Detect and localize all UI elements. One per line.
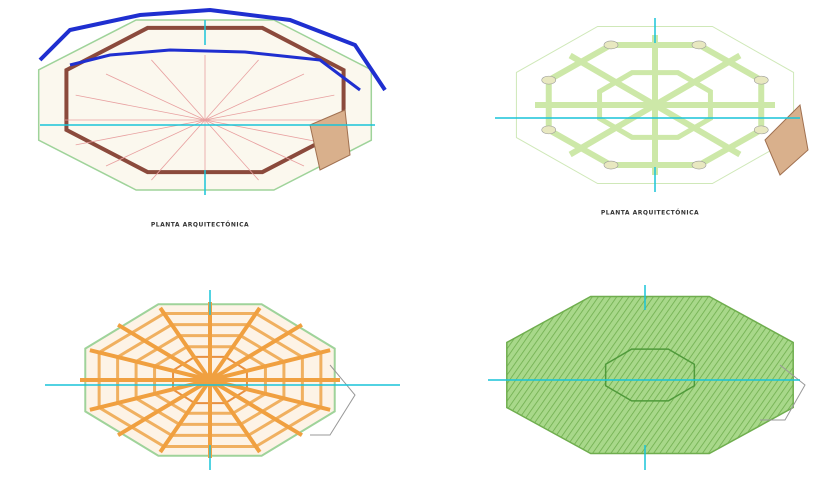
caption: PLANTA ARQUITECTÓNICA <box>601 210 699 217</box>
spoke <box>208 378 303 437</box>
spoke <box>568 52 657 108</box>
spoke <box>653 52 742 108</box>
column <box>603 160 619 170</box>
plans <box>37 7 809 470</box>
spoke <box>151 119 206 181</box>
spoke <box>75 94 206 121</box>
spoke <box>204 94 335 121</box>
spoke <box>117 323 212 382</box>
spoke <box>204 119 305 167</box>
outline <box>515 25 795 185</box>
column <box>691 160 707 170</box>
roof <box>506 295 794 455</box>
annot <box>760 364 806 421</box>
spoke <box>208 323 303 382</box>
caption: PLANTA ARQUITECTÓNICA <box>151 222 249 229</box>
spoke <box>105 73 206 121</box>
spoke <box>208 378 262 454</box>
spoke <box>204 73 305 121</box>
spoke <box>158 306 212 382</box>
wall-blue <box>69 48 361 92</box>
beam-ring <box>597 70 713 140</box>
spoke <box>653 102 742 158</box>
spoke <box>208 306 262 382</box>
spoke <box>158 378 212 454</box>
wall <box>64 25 346 175</box>
column <box>541 75 557 85</box>
stair <box>764 103 809 176</box>
column <box>753 125 769 135</box>
spoke <box>568 102 657 158</box>
spoke <box>209 348 331 382</box>
spoke <box>75 119 206 146</box>
annot <box>310 364 356 436</box>
column <box>753 75 769 85</box>
spoke <box>151 59 206 121</box>
column <box>603 40 619 50</box>
wall-blue <box>38 7 387 92</box>
spoke <box>204 119 259 181</box>
spoke <box>117 378 212 437</box>
spoke <box>204 119 335 146</box>
ring <box>604 348 696 402</box>
spoke <box>105 119 206 167</box>
column <box>541 125 557 135</box>
spoke <box>89 348 211 382</box>
spoke <box>204 59 259 121</box>
column <box>691 40 707 50</box>
